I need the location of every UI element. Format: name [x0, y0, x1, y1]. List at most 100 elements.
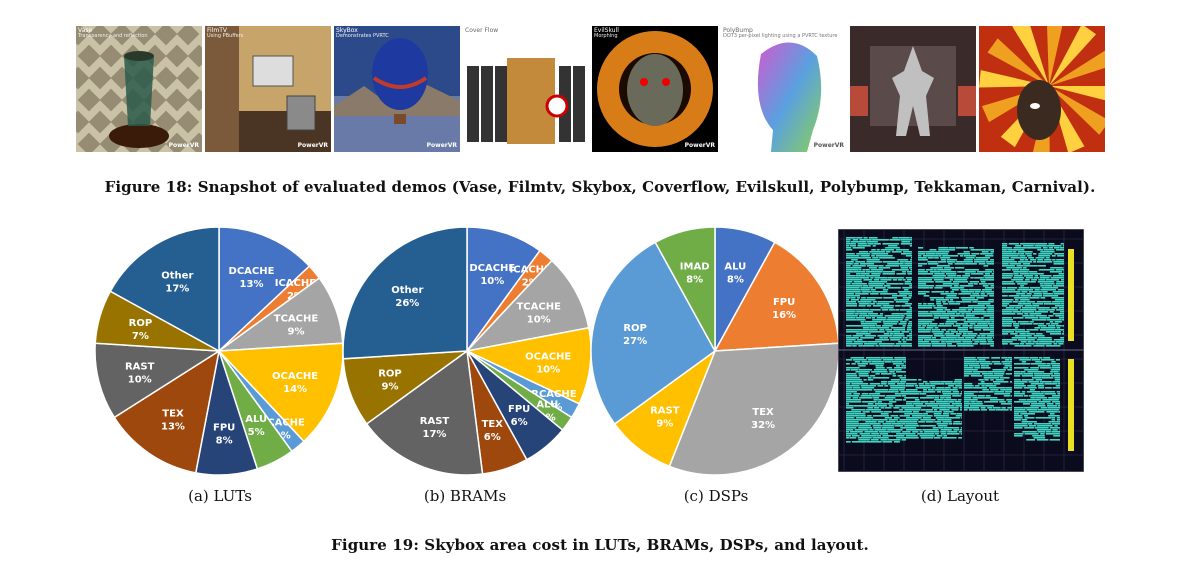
pie-value-alu: 8%	[727, 275, 744, 286]
fpga-layout-image	[838, 229, 1084, 472]
pie-label-alu: ALU	[245, 414, 267, 425]
thumbnail-title: Cover Flow	[465, 27, 499, 34]
pie-value-ocache: 10%	[536, 364, 560, 375]
pie-label-tex: TEX	[482, 419, 504, 430]
thumbnail-title: Vase	[78, 27, 93, 34]
thumbnail-title: SkyBox	[336, 27, 358, 34]
thumbnail-title: EvilSkull	[594, 27, 619, 34]
pie-value-tcache: 9%	[288, 326, 305, 337]
subcaption-luts: (a) LUTs	[188, 487, 252, 505]
demo-thumbnail-strip: Vase Transparency and reflection PowerVR Fi…	[76, 26, 1108, 152]
pie-label-other: Other	[391, 285, 423, 296]
pie-slice-other	[109, 226, 220, 353]
pie-value-other: 26%	[395, 298, 419, 309]
pie-value-fpu: 8%	[216, 436, 233, 447]
pie-label-ocache: OCACHE	[525, 351, 571, 362]
pie-value-rast: 9%	[656, 419, 673, 430]
pie-slice-dcache	[466, 226, 541, 354]
pie-slice-rast	[365, 349, 484, 476]
pie-label-imad: IMAD	[680, 262, 710, 273]
pie-label-fpu: FPU	[773, 297, 795, 308]
pie-label-rcache: RCACHE	[260, 417, 305, 428]
pie-value-rast: 17%	[423, 429, 447, 440]
pie-label-icache: ICACHE	[275, 278, 317, 289]
pie-slice-rop	[590, 241, 716, 425]
pie-label-dcache: DCACHE	[229, 266, 275, 277]
pie-value-alu: 5%	[248, 427, 265, 438]
pie-label-fpu: FPU	[508, 404, 530, 415]
thumbnail-subtitle: Using PBuffers	[207, 33, 244, 39]
pie-value-ocache: 14%	[283, 384, 307, 395]
pie-value-tex: 6%	[484, 432, 501, 443]
pie-slice-rast	[94, 342, 222, 419]
pie-label-ocache: OCACHE	[272, 371, 318, 382]
thumbnail-tekkaman	[850, 26, 976, 152]
pie-value-tex: 13%	[161, 422, 185, 433]
pie-label-fpu: FPU	[213, 423, 235, 434]
pie-value-dcache: 10%	[480, 276, 504, 287]
figure-19-caption: Figure 19: Skybox area cost in LUTs, BRA…	[331, 536, 869, 554]
pie-label-alu: ALU	[724, 262, 746, 273]
pie-slice-tex	[113, 349, 221, 474]
pie-value-rast: 10%	[128, 374, 152, 385]
pie-label-rast: RAST	[650, 406, 680, 417]
pie-value-dcache: 13%	[240, 279, 264, 290]
pie-slice-tcache	[464, 259, 590, 353]
pie-label-tcache: TCACHE	[274, 313, 319, 324]
thumbnail-coverflow: Cover Flow	[463, 26, 589, 152]
layout-ruler	[1068, 249, 1074, 341]
pie-label-tcache: TCACHE	[516, 302, 561, 313]
figure-18-caption: Figure 18: Snapshot of evaluated demos (…	[104, 178, 1096, 196]
thumbnail-filmtv: FilmTV Using PBuffers PowerVR	[205, 26, 331, 152]
layout-ruler	[1068, 359, 1074, 451]
pie-label-tex: TEX	[162, 409, 184, 420]
subcaption-brams: (b) BRAMs	[423, 487, 507, 505]
pie-value-tex: 32%	[751, 420, 775, 431]
thumbnail-polybump: PolyBump DOT3 per-pixel lighting using a …	[721, 26, 847, 152]
pie-label-rcache: RCACHE	[531, 389, 576, 400]
pie-value-other: 17%	[165, 284, 189, 295]
powervr-watermark: PowerVR	[297, 142, 328, 149]
pie-label-rast: RAST	[125, 361, 155, 372]
pie-slice-imad	[654, 226, 716, 352]
pie-value-rop: 7%	[132, 331, 149, 342]
thumbnail-title: PolyBump	[723, 27, 753, 34]
pie-label-alu: ALU	[536, 399, 558, 410]
pie-label-rop: ROP	[378, 369, 402, 380]
luts-pie-chart: DCACHE 13% ICACHE 2% TCACHE 9% OCACHE 14% RCACHE…	[94, 226, 344, 476]
thumbnail-vase: Vase Transparency and reflection PowerVR	[76, 26, 202, 152]
pie-label-icache: ICACHE	[510, 265, 552, 276]
pie-slice-tex	[668, 342, 840, 476]
pie-slice-dcache	[218, 226, 311, 353]
powervr-watermark: PowerVR	[813, 142, 844, 149]
pie-label-rop: ROP	[129, 318, 153, 329]
brams-pie-chart: DCACHE10%ICACHE2%TCACHE10%OCACHE10%RCACH…	[342, 226, 592, 476]
pie-value-fpu: 16%	[772, 310, 796, 321]
subcaption-dsps: (c) DSPs	[683, 487, 749, 505]
thumbnail-subtitle: Transparency and reflection	[78, 33, 148, 39]
pie-value-imad: 8%	[686, 275, 703, 286]
thumbnail-subtitle: DOT3 per-pixel lighting using a PVRTC te…	[723, 33, 838, 39]
pie-value-rop: 9%	[382, 382, 399, 393]
pie-value-tcache: 10%	[527, 315, 551, 326]
thumbnail-title: FilmTV	[207, 27, 227, 34]
pie-label-rast: RAST	[420, 416, 450, 427]
thumbnail-skybox: SkyBox Demonstrates PVRTC PowerVR	[334, 26, 460, 152]
thumbnail-subtitle: Morphing	[594, 33, 618, 39]
powervr-watermark: PowerVR	[168, 142, 199, 149]
pie-label-tex: TEX	[752, 407, 774, 418]
pie-value-fpu: 6%	[511, 417, 528, 428]
thumbnail-evilskull: EvilSkull Morphing PowerVR	[592, 26, 718, 152]
pie-label-rop: ROP	[623, 323, 647, 334]
thumbnail-carnival	[979, 26, 1105, 152]
powervr-watermark: PowerVR	[426, 142, 457, 149]
pie-label-dcache: DCACHE	[469, 263, 515, 274]
pie-slice-ocache	[464, 326, 592, 405]
powervr-watermark: PowerVR	[684, 142, 715, 149]
pie-value-rop: 27%	[623, 336, 647, 347]
thumbnail-subtitle: Demonstrates PVRTC	[336, 33, 389, 39]
pie-value-rcache: 2%	[274, 430, 291, 441]
dsps-pie-chart: ALU 8% FPU 16% TEX 32% RAST 9% ROP 27% IMAD 8%	[590, 226, 840, 476]
pie-label-other: Other	[161, 271, 193, 282]
pie-slice-other	[342, 226, 468, 360]
